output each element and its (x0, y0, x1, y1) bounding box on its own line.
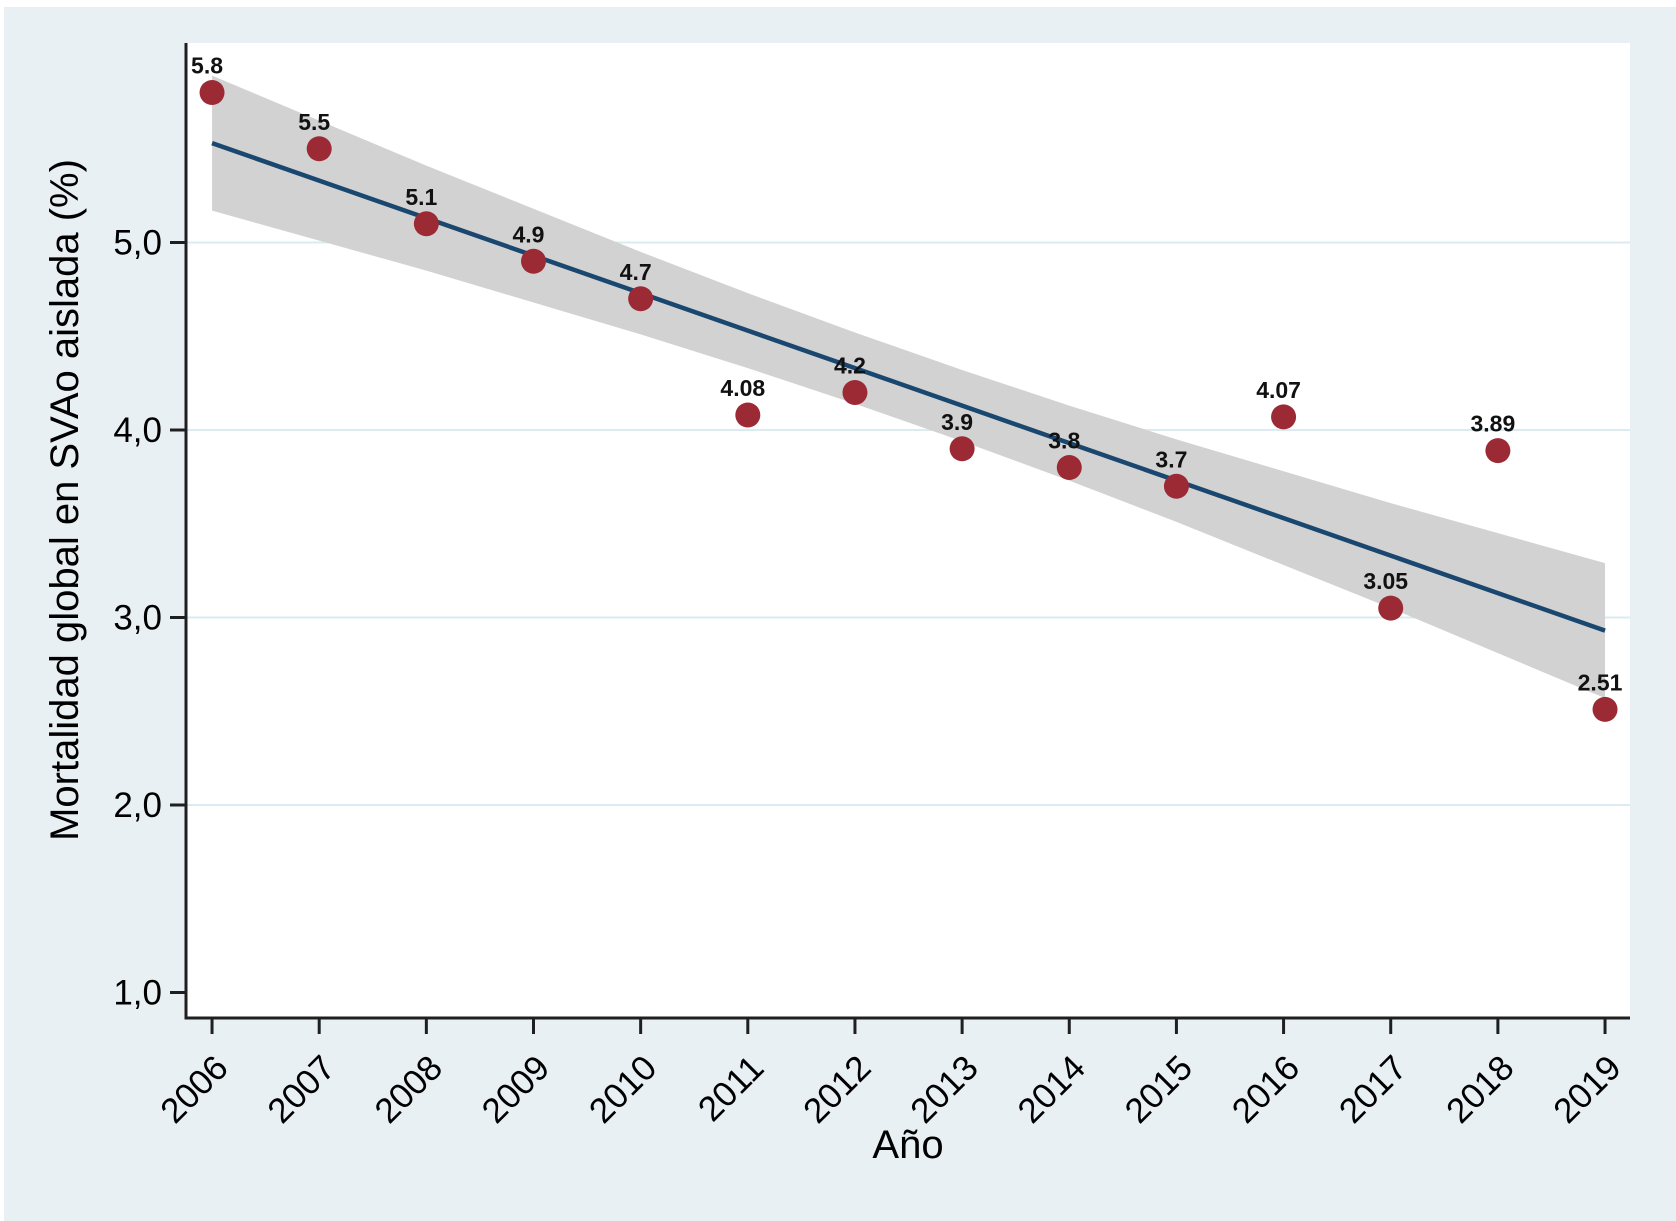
x-tick-label: 2016 (1225, 1048, 1308, 1131)
fit-line (211, 141, 1606, 633)
plot-layer: 5.8 5.5 5.1 4.9 4.7 4.08 4.2 3.9 3.8 3.7 4.07 3.05 3… (113, 43, 1630, 1131)
x-tick-label: 2010 (582, 1048, 665, 1131)
data-point-label: 5.8 (191, 53, 223, 79)
y-tick-label: 2,0 (113, 786, 162, 825)
x-tick-label: 2008 (367, 1048, 450, 1131)
data-point (735, 402, 761, 428)
y-tick-label: 1,0 (113, 974, 162, 1013)
x-tick-label: 2017 (1332, 1048, 1415, 1131)
data-point (199, 80, 225, 105)
y-axis-title: Mortalidad global en SVAo aislada (%) (43, 159, 87, 841)
x-tick-label: 2019 (1546, 1048, 1629, 1131)
data-point-label: 3.89 (1470, 411, 1515, 437)
data-point (520, 248, 546, 274)
data-point-label: 5.5 (298, 109, 330, 135)
x-tick-label: 2015 (1117, 1048, 1200, 1131)
data-point (1378, 595, 1404, 621)
x-tick-label: 2018 (1439, 1048, 1522, 1131)
data-point (1056, 455, 1082, 480)
data-point-label: 4.9 (513, 221, 545, 247)
y-tick-label: 5,0 (113, 224, 162, 263)
data-point-label: 5.1 (405, 184, 437, 210)
y-tick-label: 3,0 (113, 599, 162, 638)
data-point-label: 4.2 (834, 353, 866, 379)
data-point (842, 380, 868, 405)
data-point-label: 4.08 (720, 375, 765, 401)
data-point-label: 4.07 (1256, 377, 1301, 403)
data-point-label: 3.9 (941, 409, 973, 435)
x-tick-label: 2012 (796, 1048, 879, 1131)
x-tick-label: 2014 (1010, 1048, 1093, 1131)
data-point (1271, 404, 1297, 430)
data-point (1592, 696, 1618, 722)
x-tick-label: 2007 (260, 1048, 343, 1131)
x-axis-title: Año (872, 1123, 943, 1167)
data-point (628, 286, 654, 312)
data-point-label: 3.7 (1155, 446, 1187, 472)
x-tick-label: 2006 (153, 1048, 236, 1131)
data-point-label: 3.05 (1363, 568, 1408, 594)
data-point (1163, 473, 1189, 499)
y-tick-label: 4,0 (113, 411, 162, 450)
data-point-label: 2.51 (1578, 669, 1623, 695)
data-point (949, 436, 975, 462)
data-point (1485, 438, 1511, 464)
data-point (306, 136, 332, 162)
x-tick-label: 2011 (691, 1048, 772, 1129)
x-tick-label: 2009 (475, 1048, 558, 1131)
data-point (413, 211, 439, 237)
x-tick-label: 2013 (903, 1048, 986, 1131)
data-point-label: 3.8 (1048, 428, 1080, 454)
data-point-label: 4.7 (620, 259, 652, 285)
